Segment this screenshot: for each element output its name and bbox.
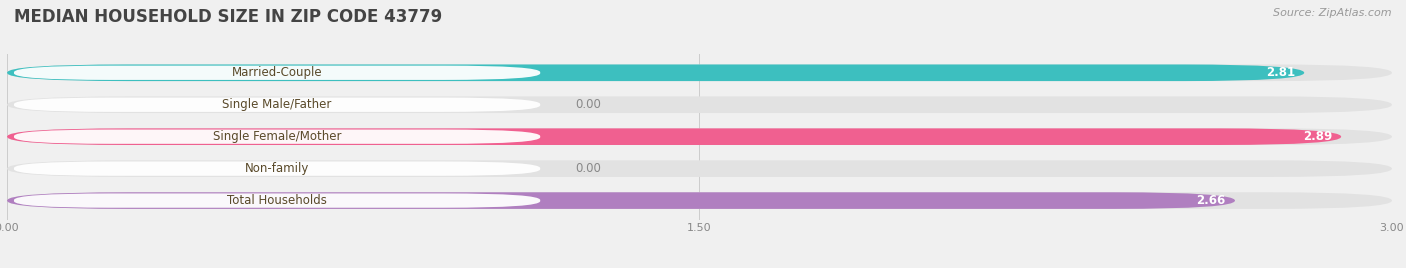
FancyBboxPatch shape	[14, 98, 540, 112]
Text: MEDIAN HOUSEHOLD SIZE IN ZIP CODE 43779: MEDIAN HOUSEHOLD SIZE IN ZIP CODE 43779	[14, 8, 443, 26]
FancyBboxPatch shape	[7, 96, 1392, 113]
Text: 2.66: 2.66	[1197, 194, 1226, 207]
FancyBboxPatch shape	[14, 66, 540, 80]
Text: Single Female/Mother: Single Female/Mother	[212, 130, 342, 143]
Text: 2.81: 2.81	[1265, 66, 1295, 79]
Text: Married-Couple: Married-Couple	[232, 66, 322, 79]
FancyBboxPatch shape	[7, 128, 1341, 145]
FancyBboxPatch shape	[7, 65, 1305, 81]
Text: Non-family: Non-family	[245, 162, 309, 175]
FancyBboxPatch shape	[7, 192, 1392, 209]
FancyBboxPatch shape	[14, 162, 540, 176]
Text: Source: ZipAtlas.com: Source: ZipAtlas.com	[1274, 8, 1392, 18]
FancyBboxPatch shape	[14, 193, 540, 208]
Text: Total Households: Total Households	[228, 194, 328, 207]
Text: 2.89: 2.89	[1303, 130, 1331, 143]
Text: 0.00: 0.00	[575, 162, 600, 175]
FancyBboxPatch shape	[7, 192, 1234, 209]
FancyBboxPatch shape	[7, 128, 1392, 145]
FancyBboxPatch shape	[7, 160, 1392, 177]
Text: 0.00: 0.00	[575, 98, 600, 111]
FancyBboxPatch shape	[14, 129, 540, 144]
Text: Single Male/Father: Single Male/Father	[222, 98, 332, 111]
FancyBboxPatch shape	[7, 65, 1392, 81]
